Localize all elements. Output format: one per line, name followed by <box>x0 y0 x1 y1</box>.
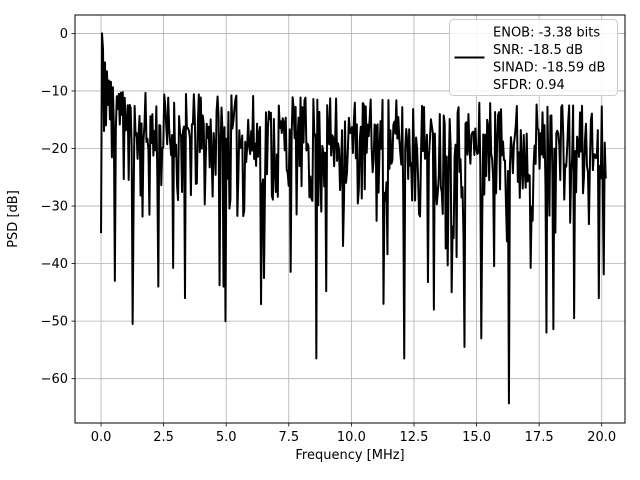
x-tick-label: 17.5 <box>525 430 554 445</box>
x-axis-label: Frequency [MHz] <box>295 448 404 463</box>
x-tick-label: 7.5 <box>278 430 299 445</box>
y-axis-ticks <box>71 33 75 380</box>
x-tick-label: 0.0 <box>91 430 112 445</box>
y-tick-label: −50 <box>41 315 68 330</box>
legend-label-snr: SNR: -18.5 dB <box>493 43 583 58</box>
y-tick-label: −20 <box>41 142 68 157</box>
x-tick-label: 2.5 <box>153 430 174 445</box>
x-tick-label: 5.0 <box>216 430 237 445</box>
legend-box <box>449 19 618 96</box>
legend: ENOB: -3.38 bits SNR: -18.5 dB SINAD: -1… <box>449 19 618 96</box>
legend-label-sfdr: SFDR: 0.94 <box>493 78 565 93</box>
y-tick-label: −30 <box>41 200 68 215</box>
x-tick-labels: 0.0 2.5 5.0 7.5 10.0 12.5 15.0 17.5 20.0 <box>91 430 617 445</box>
x-tick-label: 20.0 <box>587 430 616 445</box>
x-tick-label: 15.0 <box>462 430 491 445</box>
y-axis-label: PSD [dB] <box>6 190 21 248</box>
y-tick-label: −10 <box>41 84 68 99</box>
x-tick-label: 10.0 <box>337 430 366 445</box>
y-tick-label: −60 <box>41 372 68 387</box>
plot-frame <box>74 14 626 424</box>
y-tick-label: −40 <box>41 257 68 272</box>
legend-label-sinad: SINAD: -18.59 dB <box>493 61 605 76</box>
x-tick-label: 12.5 <box>399 430 428 445</box>
y-tick-labels: 0 −10 −20 −30 −40 −50 −60 <box>41 27 68 387</box>
psd-trace <box>100 32 607 405</box>
x-axis-ticks <box>100 423 603 427</box>
legend-label-enob: ENOB: -3.38 bits <box>493 26 600 41</box>
y-tick-label: 0 <box>60 27 68 42</box>
